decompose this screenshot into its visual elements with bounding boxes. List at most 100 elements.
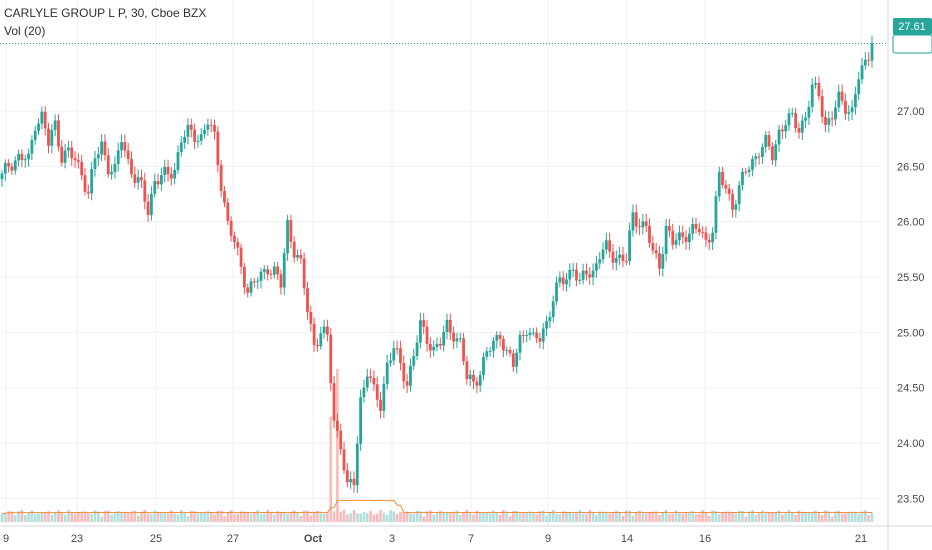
volume-bar xyxy=(734,513,738,522)
volume-bar xyxy=(50,514,54,522)
candle-body xyxy=(37,123,40,131)
candle-body xyxy=(179,142,183,153)
candle-body xyxy=(525,335,529,337)
volume-indicator-label[interactable]: Vol (20) xyxy=(4,24,46,38)
candle-body xyxy=(355,443,359,486)
volume-bar xyxy=(541,510,545,522)
candle-body xyxy=(465,361,469,380)
time-axis[interactable]: 9 23 25 27 Oct 3 7 9 14 16 21 xyxy=(0,525,932,545)
candle-body xyxy=(379,399,382,411)
volume-bar xyxy=(219,510,223,522)
candle-body xyxy=(638,226,641,228)
volume-bar xyxy=(369,511,372,522)
candle-body xyxy=(634,212,638,227)
volume-bar xyxy=(96,511,100,522)
candle-body xyxy=(754,156,758,160)
volume-bar xyxy=(10,511,14,522)
volume-bar xyxy=(83,511,87,522)
candle-body xyxy=(482,356,485,376)
price-axis[interactable]: 27.00 26.50 26.00 25.50 25.00 24.50 24.00 23.50 xyxy=(887,0,925,550)
volume-bar xyxy=(688,512,691,522)
candle-body xyxy=(787,113,791,126)
volume-bar xyxy=(744,516,748,522)
x-tick-label: Oct xyxy=(304,533,323,545)
candle-body xyxy=(860,65,864,80)
candle-body xyxy=(292,241,296,258)
volume-bar xyxy=(551,510,555,522)
volume-bar xyxy=(445,512,449,522)
candle-body xyxy=(684,236,688,243)
y-tick-label: 23.50 xyxy=(897,493,925,505)
candle-body xyxy=(462,338,465,362)
candle-body xyxy=(183,136,187,143)
volume-bar xyxy=(857,514,861,522)
volume-bar xyxy=(143,509,147,522)
volume-bar xyxy=(106,510,110,522)
candle-body xyxy=(521,334,525,336)
volume-bar xyxy=(568,511,572,522)
volume-bar xyxy=(787,509,791,522)
candle-body xyxy=(731,193,734,210)
candle-body xyxy=(804,117,807,121)
candle-body xyxy=(438,343,442,346)
candle-body xyxy=(475,381,479,386)
volume-bar xyxy=(312,511,316,522)
candle-body xyxy=(458,338,462,340)
volume-bar xyxy=(43,512,47,522)
x-tick-label: 3 xyxy=(389,533,395,545)
volume-bar xyxy=(356,513,359,522)
volume-bar xyxy=(402,511,406,522)
candle-body xyxy=(668,225,671,231)
volume-bar xyxy=(126,513,130,522)
candle-body xyxy=(691,224,695,234)
candle-body xyxy=(23,159,27,161)
candle-body xyxy=(415,342,419,356)
volume-bar xyxy=(279,512,283,522)
candle-body xyxy=(203,129,206,135)
candle-body xyxy=(535,332,539,339)
candle-body xyxy=(176,152,180,170)
volume-bar xyxy=(7,511,10,522)
volume-bar xyxy=(840,513,844,522)
volume-bar xyxy=(731,513,734,522)
volume-bar xyxy=(13,515,17,522)
volume-bar xyxy=(761,510,764,522)
candle-body xyxy=(296,255,299,258)
candle-body xyxy=(76,160,80,162)
volume-bar xyxy=(342,510,346,522)
candle-body xyxy=(166,166,170,175)
candle-body xyxy=(392,348,396,361)
candle-body xyxy=(326,326,329,335)
volume-bar xyxy=(412,513,416,522)
volume-bar xyxy=(820,515,824,522)
candle-body xyxy=(651,243,655,251)
candle-body xyxy=(219,165,223,191)
candle-body xyxy=(329,334,333,384)
candle-body xyxy=(737,185,741,205)
volume-bar xyxy=(302,510,306,522)
volume-bar xyxy=(452,512,455,522)
volume-bar xyxy=(508,516,512,522)
volume-bar xyxy=(565,512,568,522)
volume-bar xyxy=(87,513,90,522)
candle-body xyxy=(299,255,303,259)
volume-bar xyxy=(807,512,811,522)
candle-body xyxy=(349,478,353,483)
candle-body xyxy=(93,158,97,170)
volume-bar xyxy=(30,510,34,522)
symbol-title: CARLYLE GROUP L P, 30, Cboe BZX xyxy=(4,6,207,20)
candle-body xyxy=(548,317,552,322)
candle-body xyxy=(594,263,598,271)
volume-bar xyxy=(385,515,389,522)
volume-bar xyxy=(259,514,263,522)
candle-body xyxy=(694,224,698,229)
volume-bar xyxy=(588,509,592,522)
volume-bar xyxy=(193,511,196,522)
volume-bar xyxy=(113,512,117,522)
candle-body xyxy=(136,177,140,183)
candle-body xyxy=(604,240,608,250)
candle-body xyxy=(571,269,575,271)
volume-bar xyxy=(528,511,532,522)
